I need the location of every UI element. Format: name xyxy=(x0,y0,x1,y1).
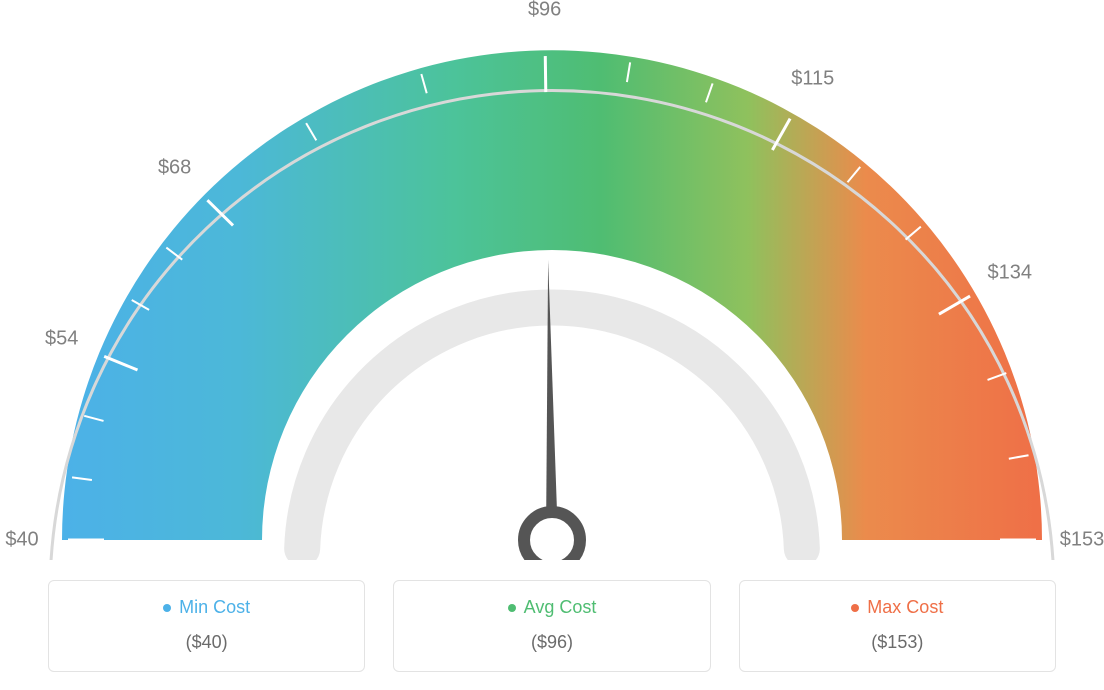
tick-label: $115 xyxy=(791,67,834,90)
legend-title-min: Min Cost xyxy=(163,597,250,618)
legend-title-max: Max Cost xyxy=(851,597,943,618)
legend-value-min: ($40) xyxy=(49,632,364,653)
legend-title-text: Max Cost xyxy=(867,597,943,618)
tick-label: $54 xyxy=(45,327,78,350)
legend-title-avg: Avg Cost xyxy=(508,597,597,618)
legend-row: Min Cost ($40) Avg Cost ($96) Max Cost (… xyxy=(48,580,1056,672)
dot-icon xyxy=(163,604,171,612)
dot-icon xyxy=(851,604,859,612)
dot-icon xyxy=(508,604,516,612)
legend-title-text: Avg Cost xyxy=(524,597,597,618)
legend-card-max: Max Cost ($153) xyxy=(739,580,1056,672)
cost-gauge-container: $40 $54 $68 $96 $115 $134 $153 Min Cost ($40) … xyxy=(0,0,1104,690)
legend-title-text: Min Cost xyxy=(179,597,250,618)
tick-label: $40 xyxy=(5,529,38,552)
tick-label: $134 xyxy=(988,261,1033,284)
tick-label: $96 xyxy=(528,0,561,22)
legend-value-avg: ($96) xyxy=(394,632,709,653)
legend-value-max: ($153) xyxy=(740,632,1055,653)
gauge-chart: $40 $54 $68 $96 $115 $134 $153 xyxy=(0,0,1104,560)
tick-label: $153 xyxy=(1060,529,1104,552)
legend-card-min: Min Cost ($40) xyxy=(48,580,365,672)
tick-label: $68 xyxy=(158,156,191,179)
legend-card-avg: Avg Cost ($96) xyxy=(393,580,710,672)
